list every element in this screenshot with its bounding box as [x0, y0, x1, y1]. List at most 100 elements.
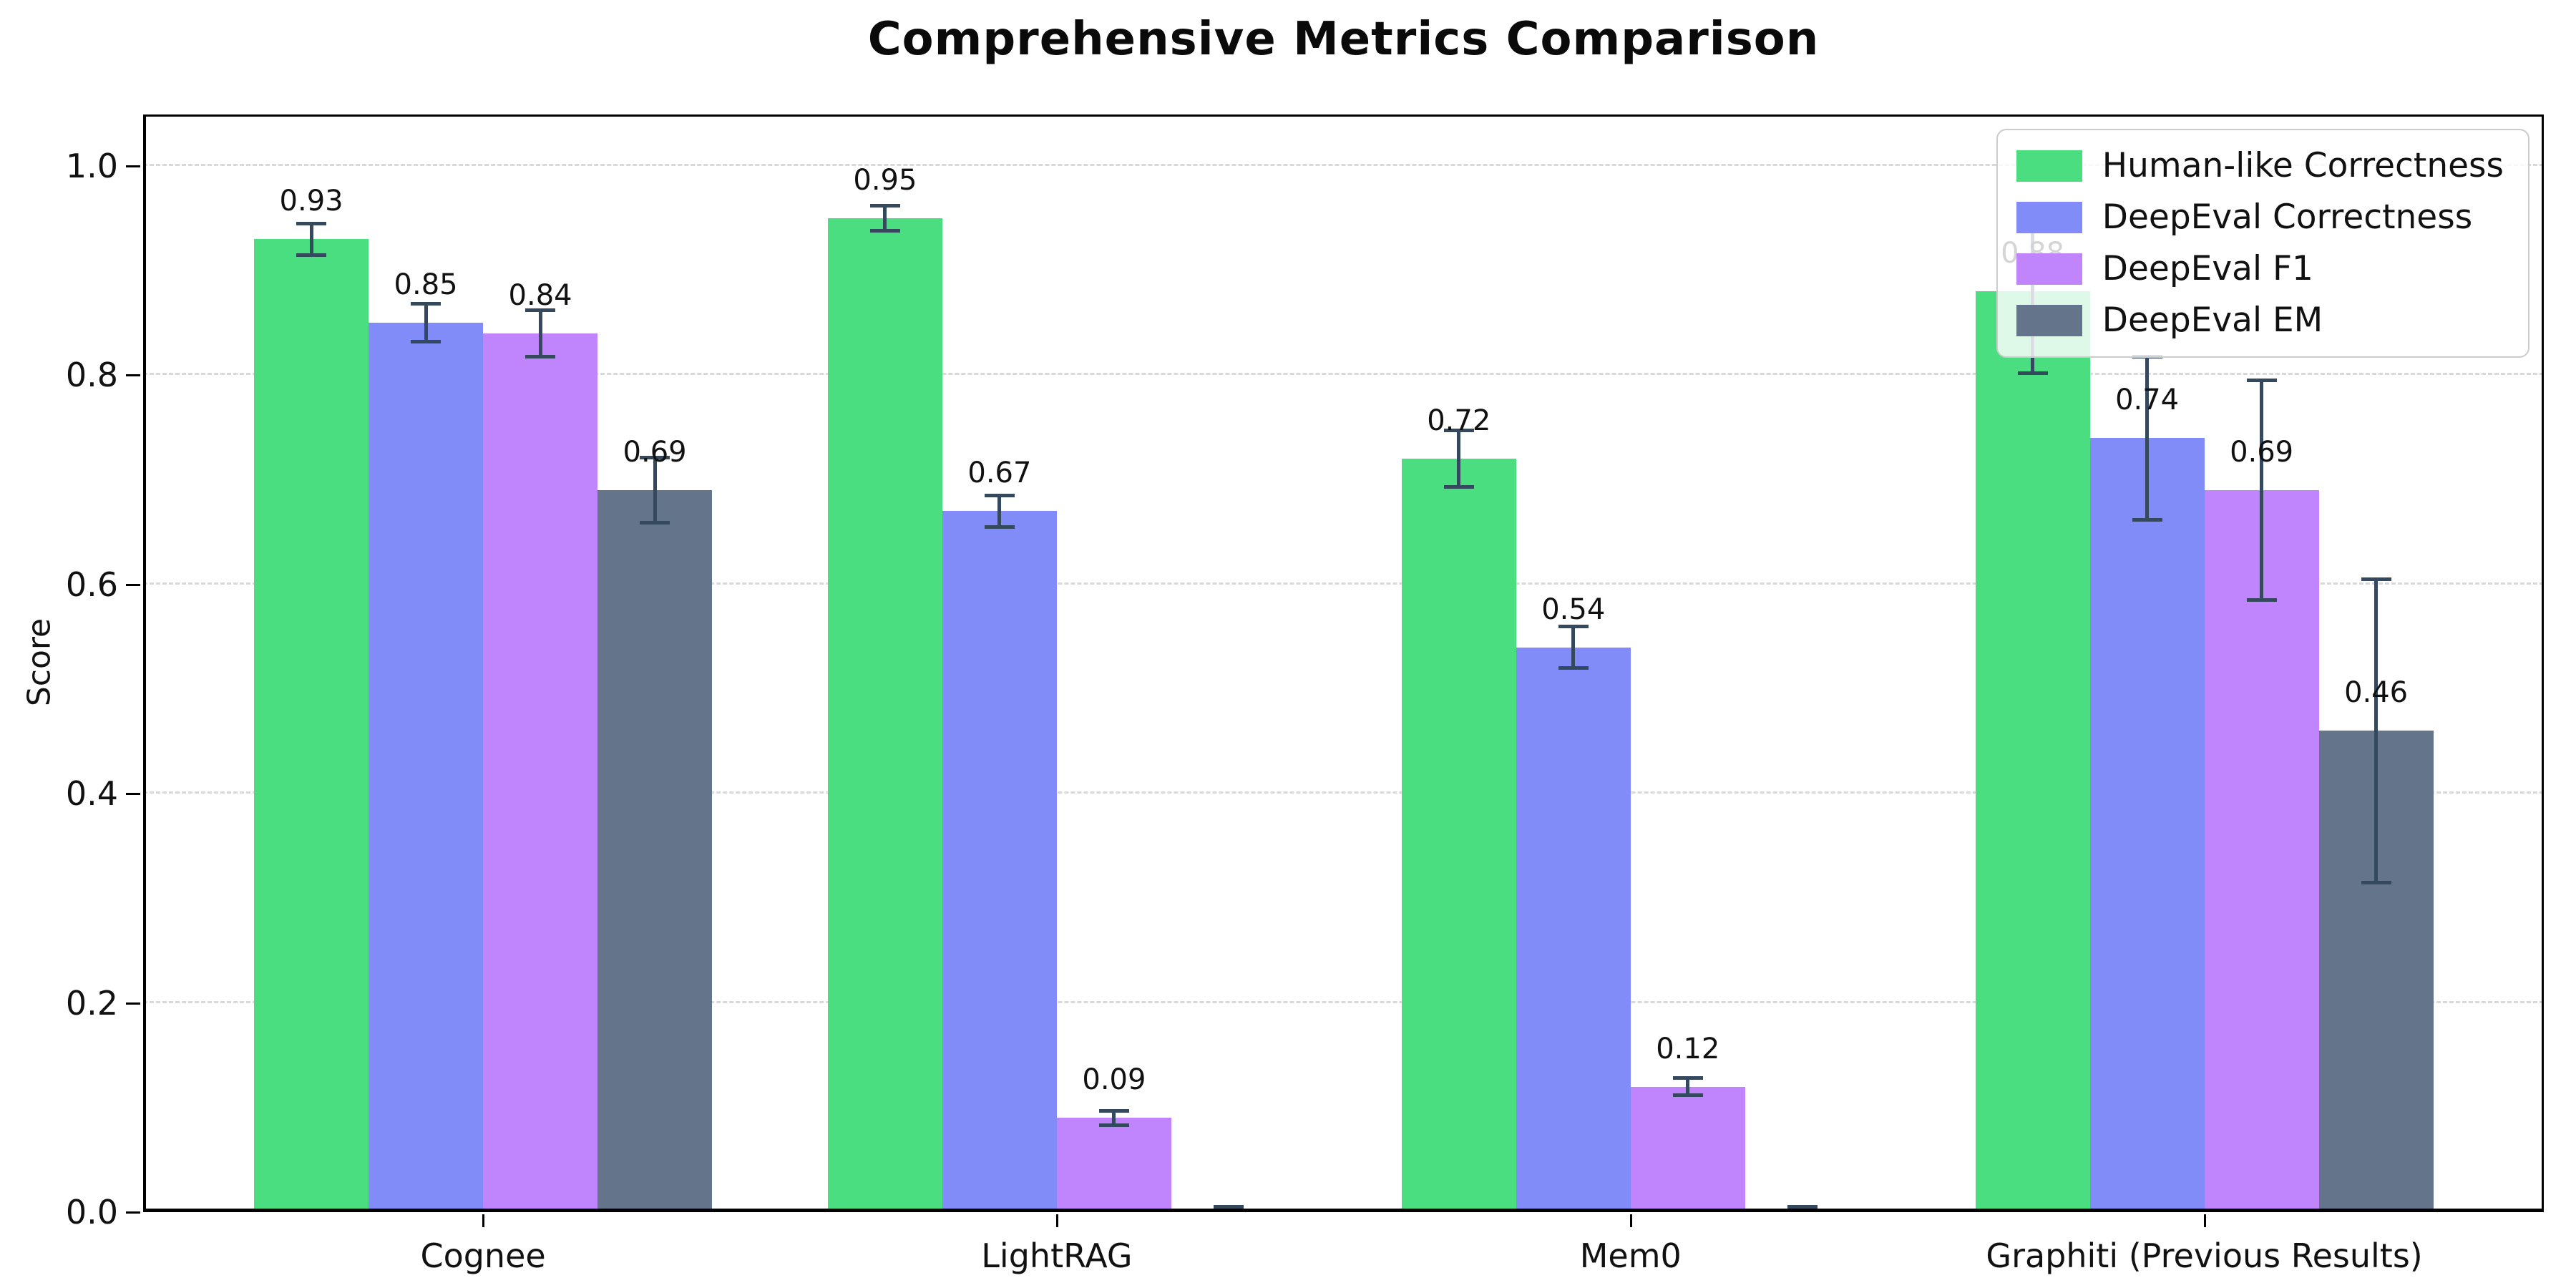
y-tick: [126, 1002, 140, 1005]
legend-item-label: DeepEval EM: [2102, 301, 2323, 340]
error-bar-cap: [1098, 1123, 1129, 1128]
x-tick: [1055, 1214, 1058, 1227]
bar-value-label: 0.09: [1082, 1063, 1146, 1097]
error-bar: [2260, 380, 2264, 600]
y-tick-label: 0.6: [65, 565, 118, 604]
legend-item-label: Human-like Correctness: [2102, 146, 2504, 185]
plot-area: 0.93 0.85 0.84 0.69 0.95 0.67 0.09 0.72 0.54 0.12…: [66, 114, 2544, 1275]
error-bar-cap: [984, 525, 1015, 529]
bar-value-label: 0.74: [2115, 384, 2180, 417]
chart-title: Comprehensive Metrics Comparison: [867, 13, 1820, 66]
bar: [1630, 1086, 1745, 1212]
bar: [942, 511, 1057, 1212]
error-bar-cap: [411, 340, 441, 344]
legend-item: DeepEval F1: [2016, 249, 2504, 289]
error-bar-cap: [640, 456, 670, 460]
error-bar-cap: [640, 521, 670, 525]
bar: [2204, 490, 2319, 1212]
error-bar: [653, 457, 657, 523]
x-tick-label: Graphiti (Previous Results): [1986, 1236, 2423, 1275]
gridline: [143, 164, 2544, 166]
x-tick-label: Cognee: [420, 1236, 546, 1275]
gridline: [143, 373, 2544, 376]
error-bar: [1686, 1078, 1690, 1096]
bar: [2089, 438, 2205, 1212]
error-bar-cap: [1558, 624, 1589, 628]
error-bar-cap: [984, 494, 1015, 498]
x-tick: [2203, 1214, 2206, 1227]
y-tick-label: 0.2: [65, 983, 118, 1023]
error-bar: [1112, 1111, 1116, 1126]
error-bar-cap: [1213, 1205, 1244, 1209]
legend-item: DeepEval Correctness: [2016, 197, 2504, 238]
error-bar-cap: [296, 253, 327, 257]
error-bar: [424, 304, 428, 342]
bar-value-label: 0.93: [279, 185, 343, 218]
legend-item-label: DeepEval Correctness: [2102, 197, 2473, 237]
gridline: [143, 1000, 2544, 1003]
bar: [827, 218, 942, 1212]
error-bar: [1571, 626, 1576, 668]
legend-item-label: DeepEval F1: [2102, 249, 2313, 288]
legend-swatch: [2016, 305, 2082, 336]
error-bar-cap: [296, 221, 327, 225]
legend: Human-like Correctness DeepEval Correctne…: [1996, 129, 2529, 358]
y-tick: [126, 583, 140, 586]
error-bar-cap: [869, 204, 900, 208]
x-tick-label: Mem0: [1579, 1236, 1682, 1275]
legend-item: DeepEval EM: [2016, 301, 2504, 341]
error-bar-cap: [1558, 666, 1589, 670]
error-bar-cap: [1098, 1108, 1129, 1113]
bar-value-label: 0.54: [1541, 592, 1606, 626]
plot-content: 0.93 0.85 0.84 0.69 0.95 0.67 0.09 0.72 0.54 0.12…: [143, 114, 2544, 1212]
bar-value-label: 0.85: [394, 268, 458, 302]
y-tick: [126, 165, 140, 167]
error-bar: [309, 223, 313, 255]
bar: [1056, 1118, 1171, 1212]
error-bar-cap: [1672, 1076, 1703, 1080]
error-bar: [538, 310, 542, 357]
legend-item: Human-like Correctness: [2016, 146, 2504, 186]
error-bar-cap: [1787, 1205, 1818, 1209]
bar: [597, 490, 713, 1212]
error-bar-cap: [2361, 880, 2391, 884]
error-bar-cap: [1443, 485, 1474, 489]
bar-value-label: 0.69: [2230, 436, 2294, 469]
bar-value-label: 0.84: [508, 278, 572, 312]
bar: [369, 323, 484, 1212]
bar-value-label: 0.95: [853, 164, 917, 197]
gridline: [143, 791, 2544, 794]
y-tick: [126, 793, 140, 796]
y-tick: [126, 374, 140, 377]
y-tick-label: 1.0: [65, 147, 118, 185]
error-bar-cap: [869, 229, 900, 233]
bar: [1401, 459, 1516, 1212]
error-bar-cap: [525, 308, 556, 313]
bar-value-label: 0.72: [1427, 404, 1491, 438]
bar-value-label: 0.12: [1656, 1032, 1720, 1065]
x-tick: [1629, 1214, 1632, 1227]
error-bar-cap: [1443, 429, 1474, 433]
error-bar-cap: [411, 302, 441, 306]
error-bar-cap: [525, 354, 556, 358]
bar-value-label: 0.67: [967, 457, 1032, 490]
x-tick: [482, 1214, 485, 1227]
error-bar: [883, 205, 887, 231]
y-tick: [126, 1211, 140, 1214]
error-bar-cap: [2017, 371, 2048, 375]
legend-swatch: [2016, 253, 2082, 285]
bar: [483, 333, 598, 1212]
bar-value-label: 0.69: [623, 436, 687, 469]
bar-value-label: 0.46: [2344, 676, 2409, 710]
x-tick-label: LightRAG: [981, 1236, 1133, 1275]
bar: [1516, 647, 1631, 1212]
error-bar: [2145, 356, 2150, 520]
error-bar-cap: [2361, 577, 2391, 581]
error-bar: [1457, 430, 1461, 487]
error-bar-cap: [1672, 1093, 1703, 1097]
error-bar-cap: [2132, 517, 2162, 522]
error-bar: [2374, 579, 2379, 883]
legend-swatch: [2016, 202, 2082, 233]
y-axis-title: Score: [21, 618, 58, 707]
